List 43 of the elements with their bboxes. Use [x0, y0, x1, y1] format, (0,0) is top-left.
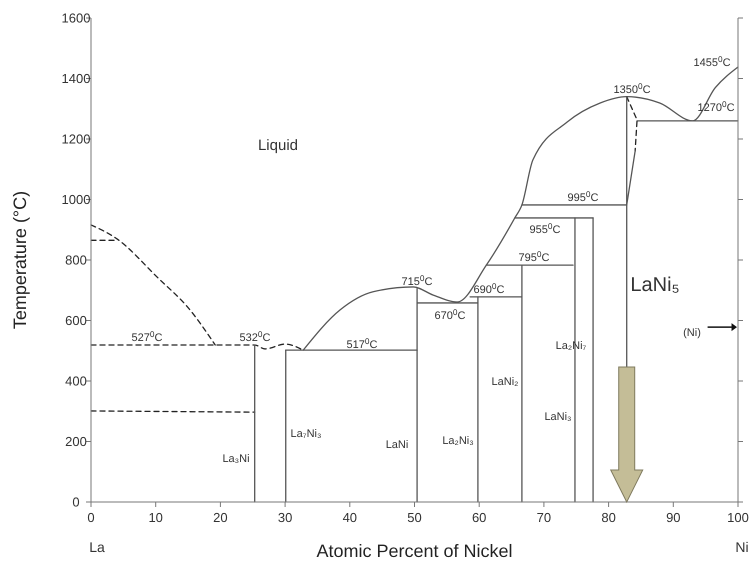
annotation: LaNi₃ [544, 411, 572, 423]
y-axis-title: Temperature (°C) [10, 190, 30, 330]
annotation: LaNi₅ [630, 274, 680, 296]
y-tick-label: 1600 [62, 10, 90, 26]
x-tick-label: 90 [666, 510, 681, 525]
x-tick-label: 20 [213, 510, 228, 525]
annotation: 690$^{0}$C [474, 282, 504, 296]
annotation: Liquid [258, 137, 298, 154]
x-tick-label: 80 [601, 510, 616, 525]
y-tick-label: 1400 [62, 71, 90, 86]
x-tick-label: 40 [342, 510, 358, 525]
annotation: 517$^{0}$C [346, 336, 378, 351]
y-tick-label: 600 [65, 313, 87, 328]
annotation: La₇Ni₃ [290, 428, 322, 440]
annotation: 795$^{0}$C [518, 250, 550, 264]
annotation: 527$^{0}$C [132, 330, 162, 344]
y-tick-label: 800 [65, 252, 87, 268]
y-tick-label: 0 [72, 494, 80, 510]
annotation: 1350$^{0}$C [613, 82, 651, 96]
text: La [89, 539, 105, 555]
x-tick-label: 70 [536, 510, 552, 525]
annotation: La₂Ni₃ [442, 435, 474, 447]
y-tick-label: 1200 [62, 132, 90, 147]
y-tick-label: 200 [65, 434, 87, 450]
annotation: 955$^{0}$C [530, 222, 560, 236]
annotation: 715$^{0}$C [402, 274, 432, 288]
x-tick-label: 60 [472, 510, 486, 525]
annotation: La₃Ni [222, 453, 250, 465]
x-tick-label: 100 [727, 510, 749, 525]
annotation: 670$^{0}$C [434, 308, 466, 322]
annotation: 532$^{0}$C [240, 330, 270, 344]
annotation: LaNi₂ [492, 376, 518, 388]
y-tick-label: 1000 [62, 192, 90, 208]
annotation: 995$^{0}$C [568, 190, 598, 204]
annotation: LaNi [386, 439, 408, 451]
text: Ni [735, 539, 749, 555]
y-tick-label: 400 [65, 374, 87, 389]
x-tick-label: 10 [148, 510, 163, 525]
annotation: 1455$^{0}$C [693, 54, 731, 69]
annotation: (Ni) [683, 327, 701, 339]
x-axis-title: Atomic Percent of Nickel [316, 541, 513, 561]
x-tick-label: 30 [278, 510, 292, 525]
x-tick-label: 50 [407, 510, 422, 525]
